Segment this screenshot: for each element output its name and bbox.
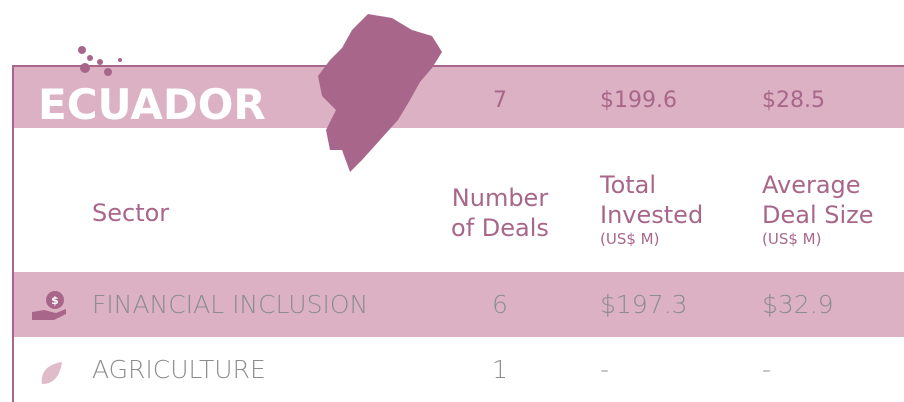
cell-average: - bbox=[762, 355, 772, 384]
summary-total: $199.6 bbox=[600, 88, 677, 113]
summary-deals: 7 bbox=[493, 88, 507, 113]
header-average: Average Deal Size (US$ M) bbox=[762, 170, 874, 248]
header-total: Total Invested (US$ M) bbox=[600, 170, 703, 248]
header-line: Invested bbox=[600, 201, 704, 229]
cell-total: $197.3 bbox=[600, 290, 688, 319]
summary-average: $28.5 bbox=[762, 88, 825, 113]
header-sector: Sector bbox=[92, 199, 170, 227]
header-line: Number bbox=[451, 184, 549, 212]
header-line: Deal Size bbox=[762, 201, 874, 229]
header-deals: Number of Deals bbox=[430, 183, 570, 243]
header-line: Average bbox=[762, 171, 861, 199]
row-band bbox=[12, 272, 904, 337]
country-name: ECUADOR bbox=[38, 80, 266, 129]
cell-sector: AGRICULTURE bbox=[92, 355, 266, 384]
leaf-icon bbox=[41, 362, 62, 384]
cell-deals: 1 bbox=[492, 355, 508, 384]
header-line: Total bbox=[600, 171, 657, 199]
left-rule bbox=[12, 65, 14, 402]
country-band bbox=[12, 65, 904, 128]
header-unit: (US$ M) bbox=[600, 230, 660, 248]
cell-total: - bbox=[600, 355, 610, 384]
svg-text:$: $ bbox=[51, 294, 59, 307]
cell-deals: 6 bbox=[492, 290, 508, 319]
header-unit: (US$ M) bbox=[762, 230, 822, 248]
header-line: of Deals bbox=[451, 214, 549, 242]
finance-icon: $ bbox=[32, 291, 66, 320]
cell-average: $32.9 bbox=[762, 290, 834, 319]
cell-sector: FINANCIAL INCLUSION bbox=[92, 290, 369, 319]
